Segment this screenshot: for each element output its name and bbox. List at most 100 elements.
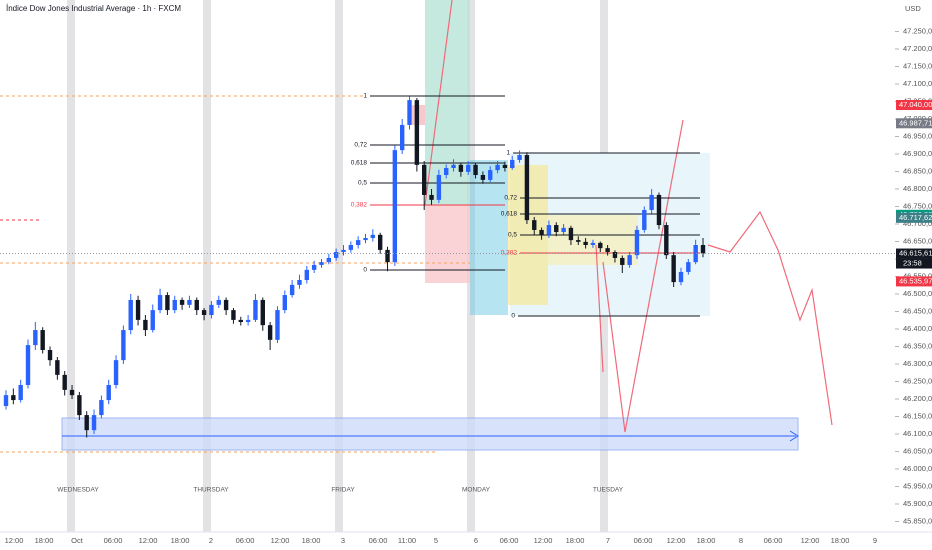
candle-body — [385, 249, 390, 263]
projection — [707, 210, 833, 426]
x-tick-label: 8 — [739, 536, 743, 545]
x-tick-label: 12:00 — [667, 536, 686, 545]
y-tick-label: 46.950,00 — [903, 131, 932, 140]
candle-body — [179, 299, 185, 305]
fib-label: 0,618 — [501, 211, 518, 218]
candle-body — [363, 238, 368, 241]
fib-label: 1 — [506, 150, 510, 157]
x-tick-label: 7 — [606, 536, 610, 545]
candle-body — [414, 100, 420, 165]
candle-body — [539, 229, 544, 235]
candle-body — [399, 124, 405, 151]
candle-body — [627, 255, 632, 265]
y-tick-label: 46.800,00 — [903, 184, 932, 193]
y-tick-label: 46.550,00 — [903, 271, 932, 280]
candle-body — [656, 194, 662, 226]
candle-body — [289, 284, 295, 296]
y-tick-label: 46.500,00 — [903, 289, 932, 298]
x-tick-label: 5 — [434, 536, 438, 545]
candle-body — [355, 240, 361, 245]
x-tick-label: 18:00 — [35, 536, 54, 545]
x-tick-label: 6 — [474, 536, 478, 545]
x-tick-label: Oct — [71, 536, 84, 545]
candle-body — [11, 395, 16, 401]
candle-body — [99, 400, 104, 416]
price-tag — [896, 118, 932, 129]
candle-body — [216, 299, 221, 305]
y-tick-label: 46.900,00 — [903, 149, 932, 158]
candle-body — [649, 194, 654, 210]
candle-body — [165, 295, 170, 311]
x-tick-label: 12:00 — [801, 536, 820, 545]
candle-body — [634, 229, 640, 256]
candle-body — [326, 257, 332, 263]
session-band — [335, 0, 343, 532]
x-tick-label: 18:00 — [171, 536, 190, 545]
candle-body — [422, 164, 427, 195]
x-tick-label: 18:00 — [831, 536, 850, 545]
countdown-bg — [896, 258, 932, 269]
candle-body — [223, 299, 229, 311]
y-tick-label: 46.000,00 — [903, 464, 932, 473]
arrow-head — [789, 430, 799, 442]
candle-body — [502, 164, 508, 168]
candle-body — [466, 164, 471, 172]
candle-body — [33, 330, 38, 346]
candle-body — [642, 210, 647, 230]
candle-body — [473, 164, 478, 175]
candle-body — [370, 234, 376, 238]
chart-title: Índice Dow Jones Industrial Average · 1h… — [6, 4, 181, 13]
y-tick-label: 46.850,00 — [903, 166, 932, 175]
candle-body — [128, 299, 133, 331]
session-band — [203, 0, 211, 532]
candle-body — [605, 248, 610, 252]
candle-body — [377, 234, 383, 250]
y-tick-label: 46.650,00 — [903, 236, 932, 245]
candle-body — [25, 345, 31, 385]
y-tick-label: 46.050,00 — [903, 446, 932, 455]
x-tick-label: 2 — [209, 536, 213, 545]
projection — [595, 244, 604, 373]
x-tick-label: 3 — [341, 536, 345, 545]
candle-body — [209, 304, 214, 315]
candle-body — [121, 330, 126, 361]
fib-label: 0,5 — [508, 232, 517, 239]
x-tick-label: 18:00 — [302, 536, 321, 545]
candle-body — [282, 295, 287, 311]
y-tick-label: 46.750,00 — [903, 201, 932, 210]
price-tag — [896, 248, 932, 259]
candle-body — [260, 299, 265, 326]
y-tick-label: 46.700,00 — [903, 219, 932, 228]
candle-body — [524, 155, 530, 221]
candle-body — [458, 164, 464, 172]
x-tick-label: 18:00 — [697, 536, 716, 545]
candle-body — [554, 225, 559, 233]
candle-body — [319, 262, 324, 265]
x-tick-label: 12:00 — [534, 536, 553, 545]
price-tag — [896, 212, 932, 223]
candles — [3, 96, 706, 438]
x-tick-label: 11:00 — [398, 536, 416, 545]
y-tick-label: 46.150,00 — [903, 411, 932, 420]
candle-body — [620, 257, 625, 265]
candle-body — [113, 360, 119, 385]
x-tick-label: 12:00 — [139, 536, 158, 545]
price-tag-label: 46.717,62 — [899, 213, 932, 222]
candle-body — [348, 245, 354, 250]
candle-body — [157, 295, 163, 311]
day-label: MONDAY — [462, 487, 491, 494]
candle-body — [194, 299, 199, 311]
y-tick-label: 47.150,00 — [903, 61, 932, 70]
x-tick-label: 06:00 — [236, 536, 255, 545]
x-tick-label: 12:00 — [271, 536, 290, 545]
session-band — [467, 0, 475, 532]
candle-body — [583, 241, 588, 245]
price-tag-label: 46.987,71 — [899, 118, 932, 127]
candle-body — [495, 164, 500, 171]
y-tick-label: 47.100,00 — [903, 79, 932, 88]
candle-body — [187, 299, 192, 305]
candle-body — [436, 175, 442, 200]
candle-body — [407, 100, 412, 125]
price-tag-label: 47.040,00 — [899, 100, 932, 109]
